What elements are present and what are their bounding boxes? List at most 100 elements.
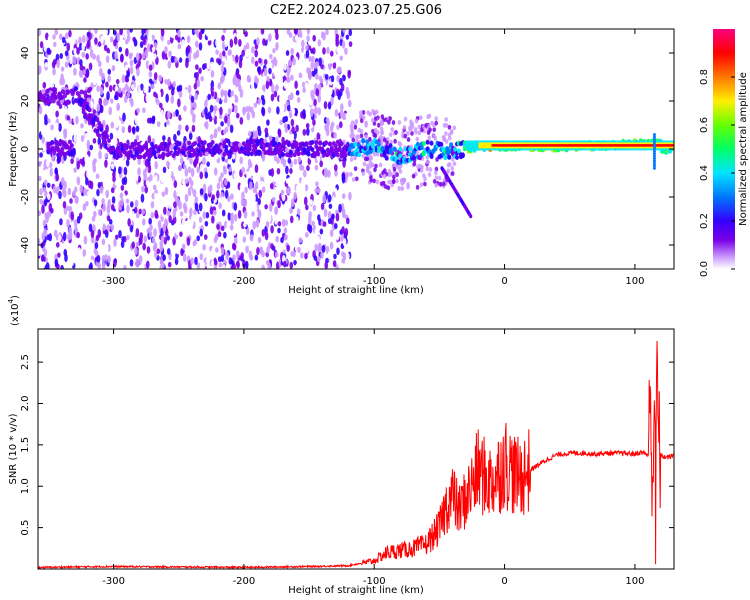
spectrogram-cell [382,173,387,179]
spectrogram-cell [322,221,327,227]
spectrogram-cell [327,141,332,147]
spectrogram-cell [184,167,189,177]
spectrogram-cell [254,49,258,58]
spectrogram-cell [66,218,70,228]
spectrogram-cell [222,264,226,269]
spectrogram-cell [209,50,214,57]
spectrogram-cell [179,157,184,164]
spectrogram-cell [450,156,455,162]
spectrogram-cell [277,227,281,234]
spectrogram-cell [247,59,252,68]
spectrogram-cell [201,51,206,61]
spectrogram-cell [447,135,452,141]
spectrogram-cell [111,64,116,72]
spectrogram-cell [114,51,118,60]
spectrogram-cell [148,217,152,225]
spectrogram-cell [273,58,278,67]
spectrogram-cell [137,157,141,166]
spectrogram-cell [115,78,120,85]
spectrogram-cell [99,220,103,230]
spectrogram-cell [76,47,80,55]
spectrogram-cell [329,257,333,266]
spectrogram-cell [166,124,170,132]
spectrogram-cell [204,99,208,108]
spectrogram-cell [122,112,126,122]
spectrogram-cell [274,207,278,215]
spectrogram-cell [266,119,270,126]
spectrogram-cell [306,165,310,172]
spectrogram-cell [176,85,181,92]
spectrogram-cell [290,74,294,81]
spectrogram-cell [392,146,397,152]
spectrogram-cell [314,243,318,252]
spectrogram-cell [57,165,61,173]
spectrogram-cell [313,255,318,262]
spectrogram-cell [416,164,420,170]
spectrogram-cell [47,99,52,105]
spectrogram-cell [228,257,233,265]
spectrogram-cell [199,263,204,269]
spectrogram-cell [43,199,48,207]
spectrogram-cell [121,236,125,242]
spectrogram-cell [652,166,656,170]
spectrogram-cell [224,115,228,124]
spectrogram-cell [237,78,241,87]
spectrogram-cell [312,34,316,42]
spectrogram-cell [39,152,43,158]
spectrogram-cell [246,170,250,179]
spectrogram-cell [324,261,329,269]
spectrogram-cell [419,115,423,121]
spectrogram-cell [357,152,362,158]
spectrogram-cell [279,94,283,104]
spectrogram-cell [58,122,62,132]
spectrogram-cell [304,213,309,223]
spectrogram-cell [130,201,134,208]
spectrogram-cell [104,152,109,159]
spectrogram-cell [220,172,224,178]
spectrogram-x-ticks: -300 -200 -100 0 100 [102,29,644,287]
spectrogram-cell [201,29,205,35]
spectrogram-cell [240,245,244,252]
spectrogram-cell [187,166,192,174]
spectrogram-cell [296,97,301,103]
spectrogram-cell [150,83,155,90]
spectrogram-cell [59,53,64,59]
spectrogram-cell [217,126,221,132]
spectrogram-cell [75,116,79,125]
spectrogram-cell [409,127,413,133]
spectrogram-cell [317,256,321,263]
spectrogram-cell [444,131,448,137]
spectrogram-cell [69,198,73,204]
spectrogram-cell [368,136,372,142]
spectrogram-cell [50,207,54,214]
spectrogram-cell [116,146,121,152]
spectrogram-cell [283,80,288,89]
spectrogram-cell [158,74,162,82]
spectrogram-cell [160,29,165,37]
spectrogram-cell [229,224,234,231]
spectrogram-cell [38,210,42,217]
spectrogram-cell [317,107,322,116]
spectrogram-cell [172,80,176,88]
spectrogram-cell [103,139,108,145]
spectrogram-cell [317,187,321,194]
spectrogram-cell [206,161,210,167]
spectrogram-cell [305,232,309,238]
spectrogram-cell [368,149,373,155]
spectrogram-cell [153,72,158,81]
spectrogram-cell [338,121,343,129]
spectrogram-cell [263,58,268,66]
spectrogram-cell [652,133,656,137]
spectrogram-cell [295,124,299,133]
spectrogram-cell [97,133,102,139]
snr-y-tick-label: 1.0 [20,478,31,494]
spectrogram-cell [216,190,220,199]
spectrogram-cell [425,166,430,172]
spectrogram-cell [269,53,273,60]
spectrogram-cell [54,29,58,36]
spectrogram-cell [228,55,233,63]
spectrogram-cell [197,195,202,204]
spectrogram-cell [190,95,195,103]
spectrogram-cell [150,256,155,265]
spectrogram-cell [427,172,432,178]
